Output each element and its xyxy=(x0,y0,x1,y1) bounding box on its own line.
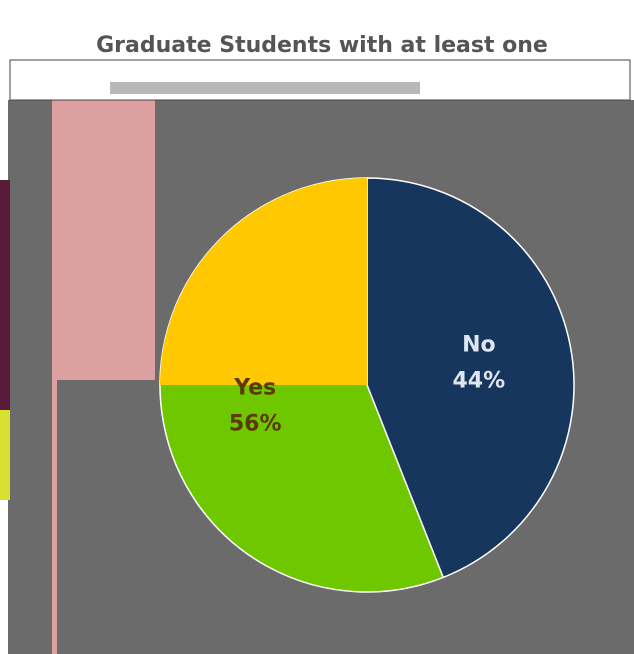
glitch-edge xyxy=(0,180,10,410)
chart-title: Graduate Students with at least one xyxy=(96,33,548,58)
glitch-edge xyxy=(0,410,10,500)
glitch-sector xyxy=(160,178,367,385)
glitch-block xyxy=(52,100,155,380)
glitch-subtitle xyxy=(110,82,420,94)
pie-slice xyxy=(366,177,575,579)
slice-category: No xyxy=(462,333,496,358)
glitch-line xyxy=(52,380,57,654)
slice-category: Yes xyxy=(233,375,276,400)
labels: No 44% Yes 56% xyxy=(229,333,505,437)
slice-value-label: 56% xyxy=(229,411,282,436)
slice-value-label: 44% xyxy=(452,369,505,394)
